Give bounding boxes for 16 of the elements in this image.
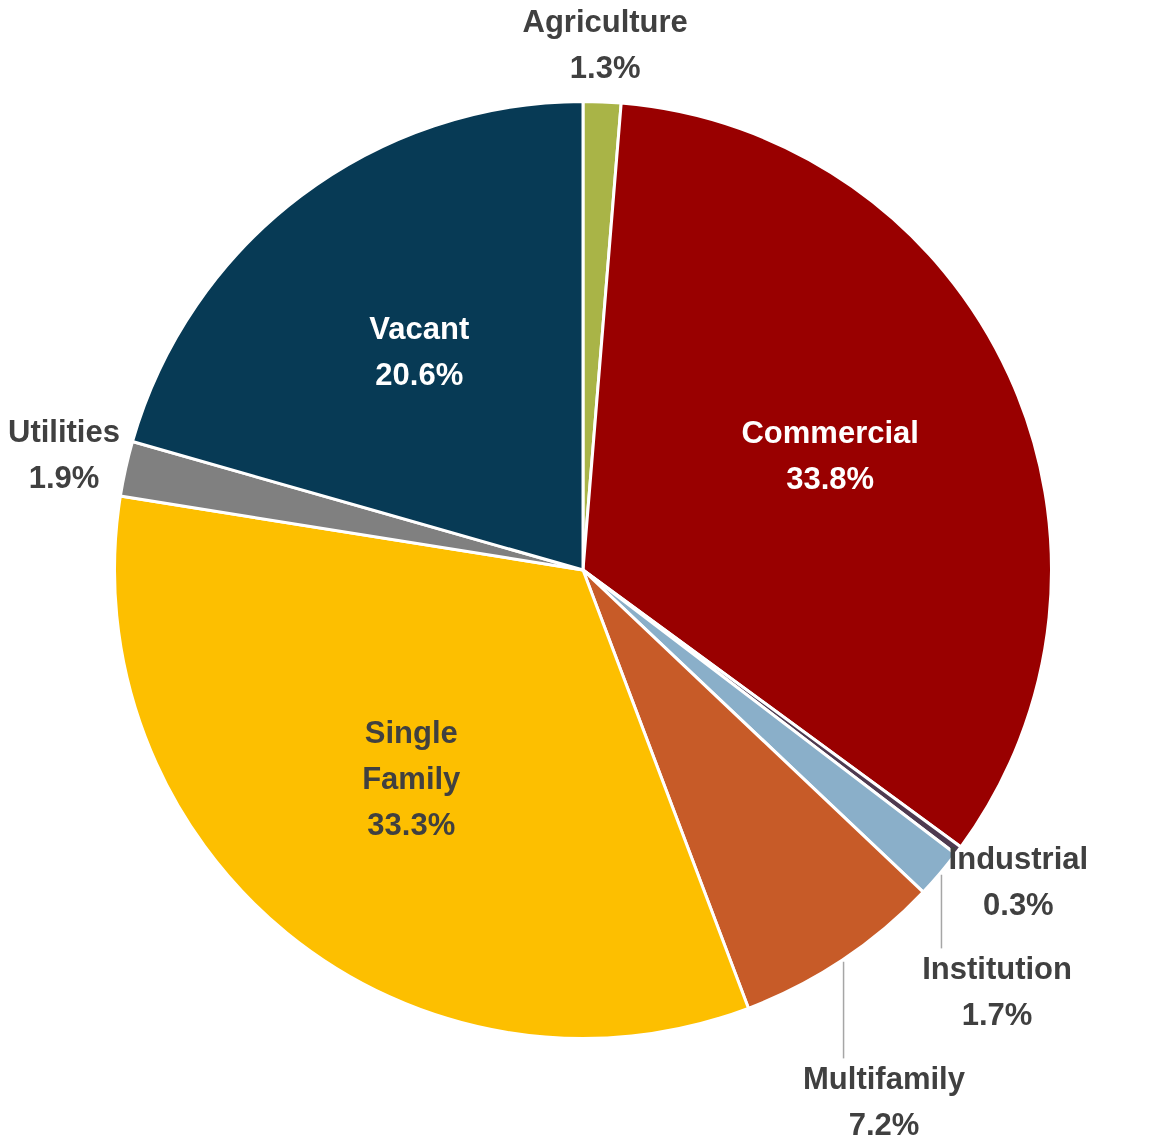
slice-label: Multifamily (803, 1060, 966, 1096)
data-label: 1.9% (28, 460, 100, 496)
slice-label: Agriculture (522, 4, 688, 40)
data-label: 33.8% (786, 460, 875, 496)
data-label: 1.7% (961, 996, 1033, 1032)
slice-label: Utilities (8, 414, 120, 450)
data-label: 1.3% (569, 50, 641, 86)
slice-label: Single Family (362, 715, 462, 797)
data-label: 20.6% (375, 356, 464, 392)
data-label: 7.2% (848, 1106, 920, 1142)
slice-label: Vacant (369, 310, 470, 346)
slice-label: Industrial (948, 840, 1089, 876)
slice-label: Commercial (741, 414, 919, 450)
slice-label: Institution (922, 950, 1072, 986)
data-label: 0.3% (983, 886, 1054, 922)
data-label: 33.3% (367, 807, 456, 843)
